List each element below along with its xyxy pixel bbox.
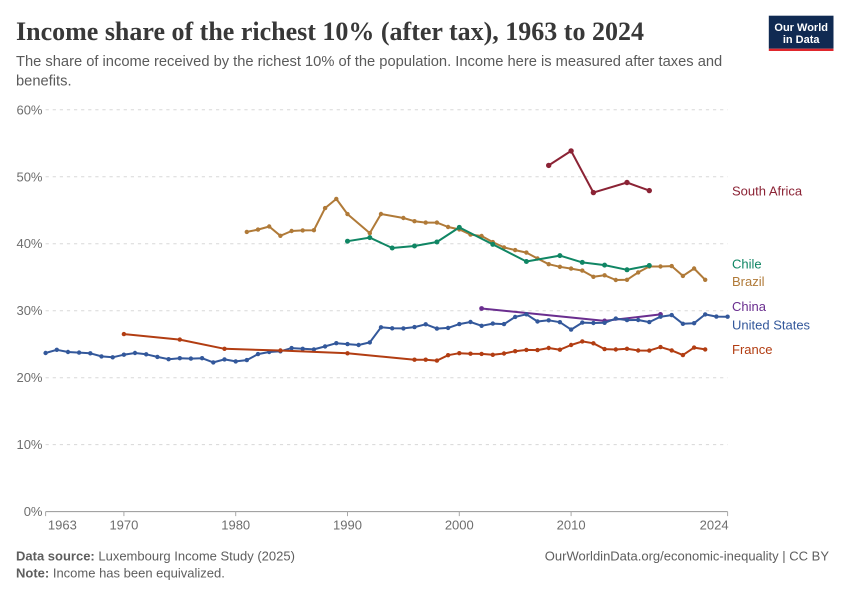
- svg-text:The share of income received b: The share of income received by the rich…: [16, 54, 722, 70]
- svg-text:Income share of the richest 10: Income share of the richest 10% (after t…: [16, 17, 644, 46]
- svg-text:1990: 1990: [333, 518, 362, 533]
- svg-text:2024: 2024: [700, 518, 729, 533]
- svg-text:30%: 30%: [16, 303, 42, 318]
- svg-text:2010: 2010: [557, 518, 586, 533]
- svg-text:South Africa: South Africa: [732, 184, 803, 199]
- svg-text:China: China: [732, 299, 767, 314]
- svg-text:Data source: Luxembourg Income: Data source: Luxembourg Income Study (20…: [16, 549, 295, 564]
- svg-text:20%: 20%: [16, 370, 42, 385]
- svg-text:1963: 1963: [48, 518, 77, 533]
- svg-text:benefits.: benefits.: [16, 73, 72, 89]
- svg-text:1980: 1980: [221, 518, 250, 533]
- svg-text:in Data: in Data: [783, 34, 821, 46]
- svg-text:1970: 1970: [109, 518, 138, 533]
- svg-text:OurWorldinData.org/economic-in: OurWorldinData.org/economic-inequality |…: [545, 549, 830, 564]
- svg-text:Our World: Our World: [774, 22, 828, 34]
- svg-text:Note: Income has been equivali: Note: Income has been equivalized.: [16, 566, 225, 581]
- svg-text:France: France: [732, 342, 772, 357]
- svg-text:60%: 60%: [16, 102, 42, 117]
- svg-text:50%: 50%: [16, 169, 42, 184]
- svg-text:0%: 0%: [24, 504, 43, 519]
- svg-text:2000: 2000: [445, 518, 474, 533]
- svg-text:United States: United States: [732, 318, 811, 333]
- svg-text:Chile: Chile: [732, 257, 762, 272]
- svg-text:Brazil: Brazil: [732, 274, 765, 289]
- svg-text:40%: 40%: [16, 236, 42, 251]
- svg-text:10%: 10%: [16, 437, 42, 452]
